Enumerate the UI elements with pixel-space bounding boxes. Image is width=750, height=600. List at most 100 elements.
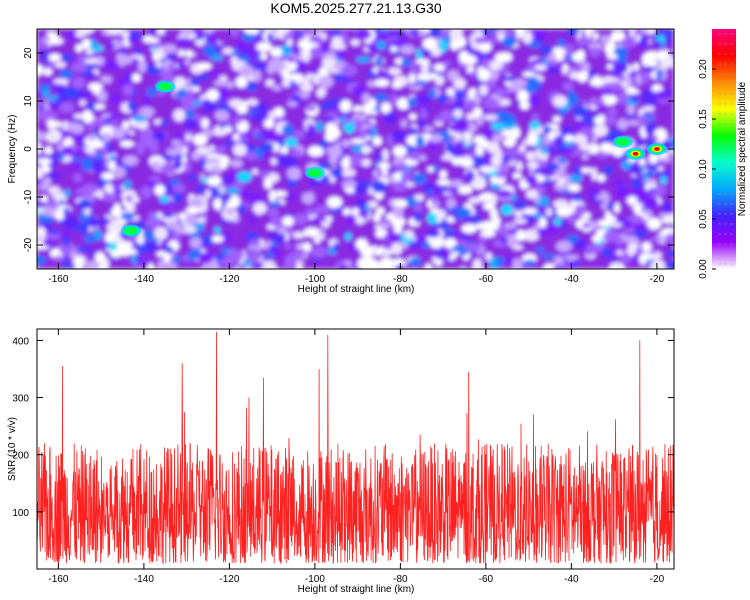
heatmap-cell bbox=[437, 179, 451, 186]
heatmap-cell bbox=[597, 219, 612, 227]
heatmap-cell bbox=[167, 64, 178, 71]
heatmap-cell bbox=[538, 217, 547, 228]
heatmap-cell bbox=[568, 94, 579, 106]
heatmap-cell bbox=[425, 263, 432, 269]
heatmap-cell bbox=[155, 61, 163, 68]
heatmap-cell bbox=[236, 171, 252, 183]
heatmap-cell bbox=[525, 175, 538, 185]
x-tick-label: -40 bbox=[564, 274, 579, 285]
heatmap-cell bbox=[326, 216, 333, 222]
heatmap-cell bbox=[552, 95, 568, 108]
heatmap-cell bbox=[612, 180, 625, 187]
heatmap-cell bbox=[588, 188, 602, 197]
heatmap-cell bbox=[501, 237, 508, 245]
heatmap-cell bbox=[112, 41, 123, 49]
heatmap-cell bbox=[588, 47, 601, 57]
heatmap-cell bbox=[547, 146, 555, 156]
heatmap-cell bbox=[393, 199, 408, 208]
heatmap-cell bbox=[37, 131, 45, 137]
heatmap-cell bbox=[454, 119, 469, 133]
heatmap-cell bbox=[421, 182, 434, 191]
heatmap-cell bbox=[470, 175, 486, 186]
heatmap-cell bbox=[73, 173, 83, 183]
heatmap-cell bbox=[42, 88, 50, 98]
heatmap-cell bbox=[386, 232, 402, 242]
heatmap-cell bbox=[566, 213, 577, 224]
heatmap-cell bbox=[538, 228, 551, 234]
heatmap-cell bbox=[462, 101, 474, 110]
heatmap-cell bbox=[453, 100, 464, 112]
heatmap-cell bbox=[37, 255, 47, 265]
heatmap-cell bbox=[142, 229, 155, 239]
heatmap-cell bbox=[639, 71, 651, 84]
heatmap-cell bbox=[408, 241, 422, 248]
heatmap-cell bbox=[87, 101, 95, 112]
x-tick-label: -100 bbox=[305, 274, 325, 285]
heatmap-cell bbox=[371, 180, 387, 193]
heatmap-cell bbox=[267, 207, 279, 217]
heatmap-cell bbox=[622, 219, 632, 229]
heatmap-cell bbox=[39, 48, 49, 59]
heatmap-cell bbox=[66, 122, 82, 132]
heatmap-cell bbox=[116, 246, 132, 257]
heatmap-cell bbox=[479, 84, 488, 96]
heatmap-cell bbox=[205, 157, 221, 164]
heatmap-cell bbox=[75, 44, 83, 53]
heatmap-cell bbox=[166, 221, 181, 230]
heatmap-cell bbox=[267, 32, 274, 43]
heatmap-cell bbox=[490, 208, 498, 220]
heatmap-cell bbox=[439, 39, 448, 52]
heatmap-cell bbox=[99, 158, 107, 166]
heatmap-cell bbox=[84, 58, 99, 64]
heatmap-cell bbox=[95, 56, 105, 66]
heatmap-cell bbox=[172, 190, 183, 204]
heatmap-cell bbox=[439, 29, 451, 37]
heatmap-cell bbox=[71, 62, 87, 73]
heatmap-cell bbox=[473, 214, 481, 225]
heatmap-cell bbox=[230, 29, 239, 38]
heatmap-cell bbox=[515, 230, 527, 241]
heatmap-cell bbox=[389, 38, 406, 48]
heatmap-cell bbox=[341, 64, 358, 77]
heatmap-cell bbox=[329, 68, 339, 74]
heatmap-cell bbox=[439, 170, 447, 179]
heatmap-cell bbox=[294, 129, 305, 140]
heatmap-cell bbox=[274, 107, 285, 118]
heatmap-cell bbox=[344, 118, 352, 124]
heatmap-cell bbox=[184, 58, 191, 66]
heatmap-cell bbox=[473, 155, 485, 167]
heatmap-cell bbox=[111, 166, 126, 179]
heatmap-cell bbox=[575, 38, 590, 46]
heatmap-cell bbox=[145, 217, 162, 228]
heatmap-cell bbox=[100, 145, 108, 159]
heatmap-cell bbox=[660, 175, 667, 185]
heatmap-cell bbox=[568, 174, 583, 182]
heatmap-cell bbox=[125, 195, 133, 203]
snr-x-axis: -160 -140 -120 -100 -80 -60 -40 -20 bbox=[48, 329, 665, 585]
heatmap-cell bbox=[38, 40, 49, 50]
heatmap-cell bbox=[548, 130, 556, 141]
heatmap-cell bbox=[455, 140, 464, 153]
heatmap-cell bbox=[488, 79, 496, 89]
heatmap-cell bbox=[366, 259, 379, 269]
heatmap-cell bbox=[593, 116, 601, 125]
heatmap-cell bbox=[556, 207, 572, 217]
heatmap-cell bbox=[391, 181, 407, 192]
heatmap-cell bbox=[378, 222, 391, 230]
heatmap-cell bbox=[349, 154, 362, 167]
heatmap-cell bbox=[523, 259, 536, 266]
heatmap-cell bbox=[287, 101, 298, 107]
heatmap-cell bbox=[53, 78, 69, 85]
heatmap-cell bbox=[584, 29, 593, 35]
heatmap-cell bbox=[282, 78, 291, 88]
heatmap-cell bbox=[564, 254, 580, 260]
heatmap-cell bbox=[393, 224, 403, 235]
heatmap-cell bbox=[292, 231, 306, 239]
heatmap-cell bbox=[108, 42, 116, 50]
heatmap-cell bbox=[316, 87, 326, 98]
heatmap-cell bbox=[120, 190, 137, 200]
heatmap-cell bbox=[489, 183, 501, 190]
heatmap-cell bbox=[539, 45, 554, 55]
heatmap-cell bbox=[117, 188, 124, 195]
heatmap-cell bbox=[478, 41, 492, 53]
